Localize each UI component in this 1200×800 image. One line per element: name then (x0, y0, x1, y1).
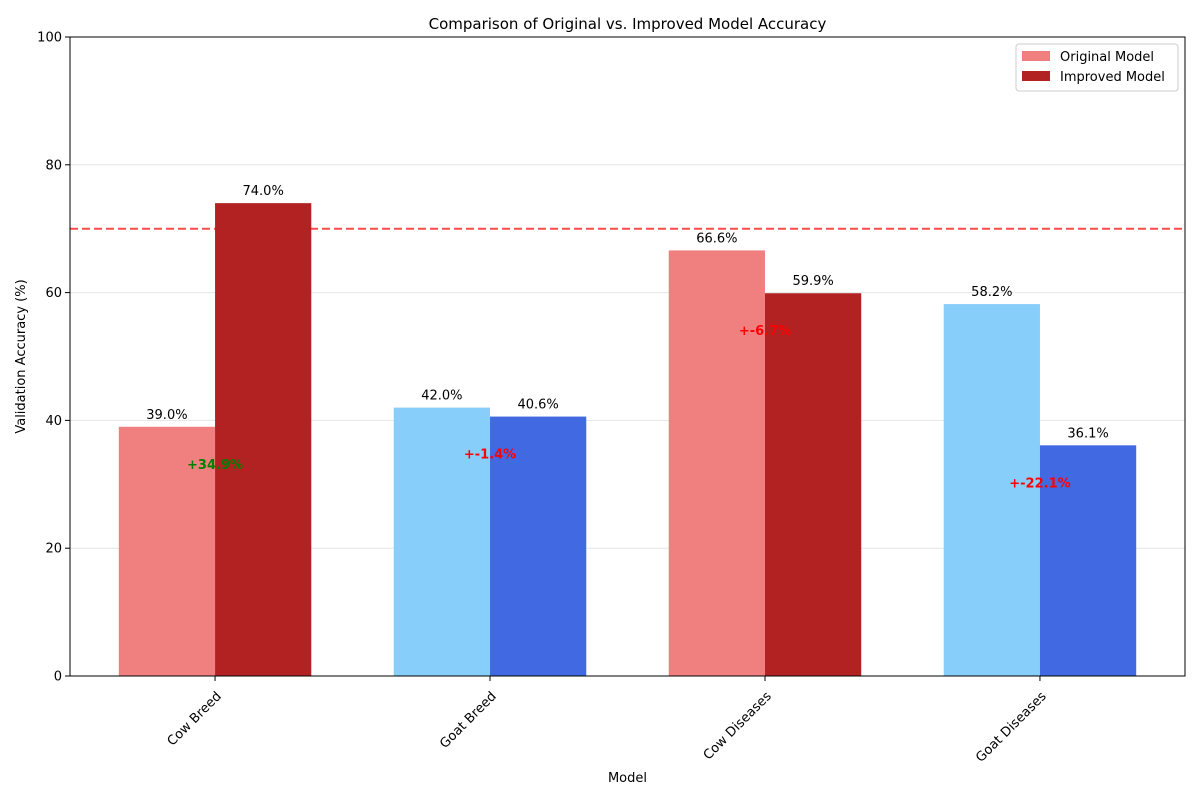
y-tick-label: 80 (45, 158, 62, 173)
y-tick-label: 60 (45, 286, 62, 301)
bars-layer (118, 203, 1137, 676)
bar-value-label: 58.2% (971, 285, 1012, 300)
y-tick-label: 40 (45, 414, 62, 429)
bar-improved-model (1039, 445, 1137, 676)
legend: Original Model Improved Model (1015, 43, 1179, 92)
bar-value-label: 66.6% (696, 231, 737, 246)
bar-original-model (943, 304, 1040, 676)
y-tick-label: 0 (54, 670, 62, 685)
bar-improved-model (490, 416, 587, 676)
bar-value-label: 40.6% (517, 398, 558, 413)
bar-original-model (393, 407, 491, 676)
bar-improved-model (764, 293, 862, 676)
legend-label: Improved Model (1060, 70, 1165, 85)
bar-original-model (668, 250, 765, 676)
bar-improved-model (215, 203, 312, 676)
difference-label: +-6.7% (739, 324, 791, 339)
legend-swatch (1022, 51, 1050, 61)
y-tick-label: 100 (37, 31, 62, 46)
bar-value-label: 42.0% (421, 389, 462, 404)
y-axis-label: Validation Accuracy (%) (14, 279, 29, 433)
difference-label: +-1.4% (464, 448, 516, 463)
chart-title: Comparison of Original vs. Improved Mode… (429, 15, 827, 33)
difference-label: +-22.1% (1009, 476, 1070, 491)
plot-frame (69, 36, 1186, 677)
bar-value-label: 39.0% (146, 408, 187, 423)
bar-value-label: 36.1% (1067, 426, 1108, 441)
legend-box (1015, 43, 1179, 92)
bar-value-label: 74.0% (243, 184, 284, 199)
bar-original-model (118, 426, 216, 676)
labels-layer: 39.0% 74.0% +34.9% 42.0% 40.6% +-1.4% 66.6% 59.… (146, 184, 1108, 491)
y-tick-label: 20 (45, 542, 62, 557)
difference-label: +34.9% (187, 458, 243, 473)
bar-value-label: 59.9% (792, 274, 833, 289)
x-axis-label: Model (608, 771, 647, 786)
legend-label: Original Model (1060, 50, 1154, 65)
legend-swatch (1022, 71, 1050, 81)
